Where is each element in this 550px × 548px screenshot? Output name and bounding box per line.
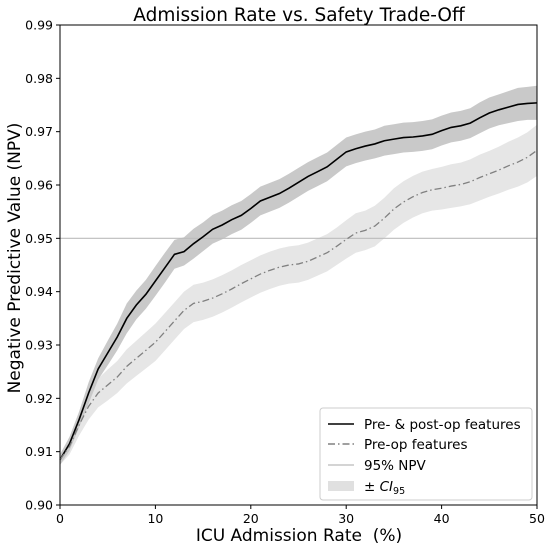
y-tick-label: 0.93 <box>25 338 53 353</box>
legend-label: ± CI95 <box>364 479 405 497</box>
plot-frame <box>59 24 538 506</box>
ci-band-pre-op <box>60 124 537 465</box>
y-tick-label: 0.97 <box>25 124 53 139</box>
series-line-pre-post-op <box>59 102 538 461</box>
plot-area <box>59 24 538 506</box>
x-tick-label: 30 <box>338 511 354 526</box>
y-tick-label: 0.99 <box>25 18 53 33</box>
y-tick-label: 0.96 <box>25 178 53 193</box>
y-axis: 0.90 0.91 0.92 0.93 0.94 0.95 0.96 0.97 0.98 0.99 <box>25 18 60 513</box>
x-axis: 0 10 20 30 40 50 <box>56 505 545 526</box>
x-tick-label: 20 <box>243 511 259 526</box>
chart-title: Admission Rate vs. Safety Trade-Off <box>133 5 466 26</box>
legend-label: Pre- & post-op features <box>364 417 521 433</box>
x-axis-label: ICU Admission Rate (%) <box>196 526 402 546</box>
legend-label: 95% NPV <box>364 458 427 474</box>
y-tick-label: 0.90 <box>25 498 53 513</box>
legend-label: Pre-op features <box>364 437 467 453</box>
x-tick-label: 0 <box>56 511 64 526</box>
legend: Pre- & post-op features Pre-op features 95… <box>319 407 533 501</box>
x-tick-label: 10 <box>147 511 163 526</box>
y-tick-label: 0.92 <box>25 391 53 406</box>
legend-box <box>319 407 533 501</box>
x-tick-label: 40 <box>434 511 450 526</box>
y-tick-label: 0.95 <box>25 231 53 246</box>
y-tick-label: 0.98 <box>25 71 53 86</box>
y-axis-label: Negative Predictive Value (NPV) <box>5 123 25 394</box>
y-tick-label: 0.91 <box>25 444 53 459</box>
legend-swatch-ci <box>328 481 354 491</box>
x-tick-label: 50 <box>529 511 545 526</box>
series-line-pre-op <box>59 149 538 461</box>
ci-band-pre-post-op <box>60 85 537 466</box>
y-tick-label: 0.94 <box>25 284 53 299</box>
